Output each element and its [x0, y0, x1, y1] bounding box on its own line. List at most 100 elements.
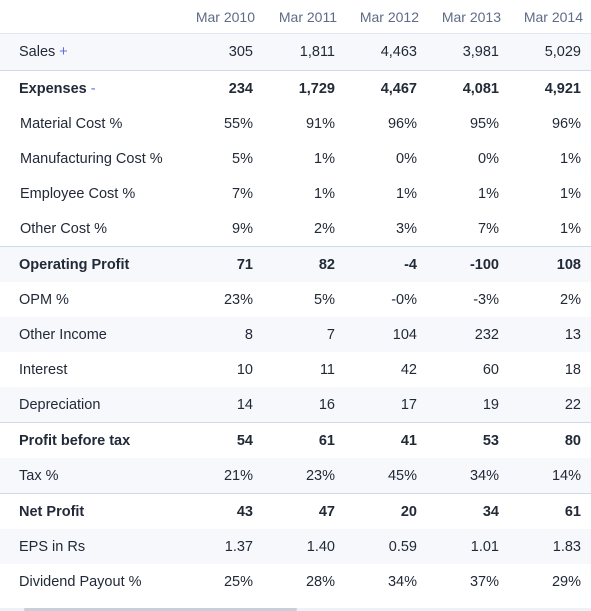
row-value: -100: [427, 246, 509, 282]
row-value: 60: [482, 361, 499, 378]
row-value: 1%: [314, 185, 335, 202]
row-value: -0%: [391, 291, 417, 308]
row-label: Material Cost %: [20, 115, 123, 132]
row-dividend-payout: Dividend Payout % 25% 28% 34% 37% 29%: [0, 564, 591, 599]
row-label-cell[interactable]: Expenses -: [0, 70, 181, 106]
row-depreciation: Depreciation 14 16 17 19 22: [0, 387, 591, 423]
row-value: 5,029: [509, 33, 591, 71]
row-value: 20: [345, 493, 427, 529]
row-value: 1%: [396, 185, 417, 202]
row-value: 16: [263, 387, 345, 423]
row-label: Profit before tax: [0, 422, 181, 458]
row-value: 7%: [478, 220, 499, 237]
row-value: 234: [181, 70, 263, 106]
row-other-cost: Other Cost % 9% 2% 3% 7% 1%: [0, 211, 591, 247]
row-profit-before-tax: Profit before tax 54 61 41 53 80: [0, 422, 591, 458]
row-value: 1.01: [427, 529, 509, 564]
row-value: 1.83: [509, 529, 591, 564]
row-value: 13: [509, 317, 591, 352]
header-year: Mar 2012: [345, 0, 427, 34]
row-value: 1%: [478, 185, 499, 202]
row-eps: EPS in Rs 1.37 1.40 0.59 1.01 1.83: [0, 529, 591, 564]
row-value: 29%: [551, 573, 581, 590]
row-value: 34: [427, 493, 509, 529]
row-opm: OPM % 23% 5% -0% -3% 2%: [0, 282, 591, 317]
row-value: 108: [509, 246, 591, 282]
row-value: 34%: [427, 458, 509, 494]
row-value: 82: [263, 246, 345, 282]
row-value: 71: [181, 246, 263, 282]
row-sales[interactable]: Sales + 305 1,811 4,463 3,981 5,029: [0, 33, 591, 71]
row-value: 37%: [469, 573, 499, 590]
row-value: 4,463: [345, 33, 427, 71]
row-label: Sales: [19, 44, 56, 60]
row-operating-profit: Operating Profit 71 82 -4 -100 108: [0, 246, 591, 282]
row-value: 5%: [232, 150, 253, 167]
row-value: 25%: [223, 573, 253, 590]
row-manufacturing-cost: Manufacturing Cost % 5% 1% 0% 0% 1%: [0, 141, 591, 176]
header-year: Mar 2010: [181, 0, 263, 34]
horizontal-scrollbar[interactable]: [0, 608, 591, 611]
header-year: Mar 2013: [427, 0, 509, 34]
row-label: Expenses: [19, 80, 87, 97]
header-year: Mar 2014: [509, 0, 591, 34]
scrollbar-thumb[interactable]: [24, 608, 297, 611]
expand-toggle-button[interactable]: +: [59, 44, 68, 60]
row-value: 5%: [314, 291, 335, 308]
row-value: 41: [345, 422, 427, 458]
row-value: 4,921: [509, 70, 591, 106]
row-label: Dividend Payout %: [19, 573, 142, 590]
row-value: 1.40: [263, 529, 345, 564]
row-employee-cost: Employee Cost % 7% 1% 1% 1% 1%: [0, 176, 591, 211]
row-value: 22: [509, 387, 591, 423]
row-value: 42: [400, 361, 417, 378]
header-year: Mar 2011: [263, 0, 345, 34]
row-value: -4: [345, 246, 427, 282]
row-value: 28%: [305, 573, 335, 590]
row-value: 8: [181, 317, 263, 352]
row-value: 305: [181, 33, 263, 71]
row-value: 18: [564, 361, 581, 378]
row-value: 0.59: [345, 529, 427, 564]
row-label-cell[interactable]: Sales +: [0, 33, 181, 71]
header-row: Mar 2010 Mar 2011 Mar 2012 Mar 2013 Mar …: [0, 0, 591, 34]
row-value: 2%: [314, 220, 335, 237]
row-expenses[interactable]: Expenses - 234 1,729 4,467 4,081 4,921: [0, 70, 591, 106]
row-value: 1%: [560, 150, 581, 167]
row-value: 91%: [305, 115, 335, 132]
row-label: Depreciation: [0, 387, 181, 423]
header-label: [0, 0, 181, 34]
row-value: 0%: [396, 150, 417, 167]
row-value: 55%: [223, 115, 253, 132]
row-value: 23%: [223, 291, 253, 308]
row-label: Other Cost %: [20, 220, 108, 237]
row-interest: Interest 10 11 42 60 18: [0, 352, 591, 387]
row-value: 0%: [478, 150, 499, 167]
row-value: 54: [181, 422, 263, 458]
row-value: 3%: [396, 220, 417, 237]
collapse-toggle-button[interactable]: -: [90, 80, 96, 97]
row-label: Tax %: [0, 458, 181, 494]
row-value: 19: [427, 387, 509, 423]
row-label: Employee Cost %: [20, 185, 136, 202]
row-value: 1%: [560, 185, 581, 202]
row-value: 23%: [263, 458, 345, 494]
row-value: 21%: [181, 458, 263, 494]
row-value: 3,981: [427, 33, 509, 71]
row-value: -3%: [473, 291, 499, 308]
row-value: 14%: [509, 458, 591, 494]
row-label: OPM %: [19, 291, 69, 308]
row-value: 1%: [560, 220, 581, 237]
row-value: 45%: [345, 458, 427, 494]
row-material-cost: Material Cost % 55% 91% 96% 95% 96%: [0, 106, 591, 141]
row-value: 232: [427, 317, 509, 352]
row-label: Net Profit: [0, 493, 181, 529]
row-value: 47: [263, 493, 345, 529]
row-label: Other Income: [0, 317, 181, 352]
row-value: 96%: [387, 115, 417, 132]
row-value: 1%: [314, 150, 335, 167]
row-value: 7: [263, 317, 345, 352]
row-value: 4,467: [345, 70, 427, 106]
row-value: 61: [263, 422, 345, 458]
